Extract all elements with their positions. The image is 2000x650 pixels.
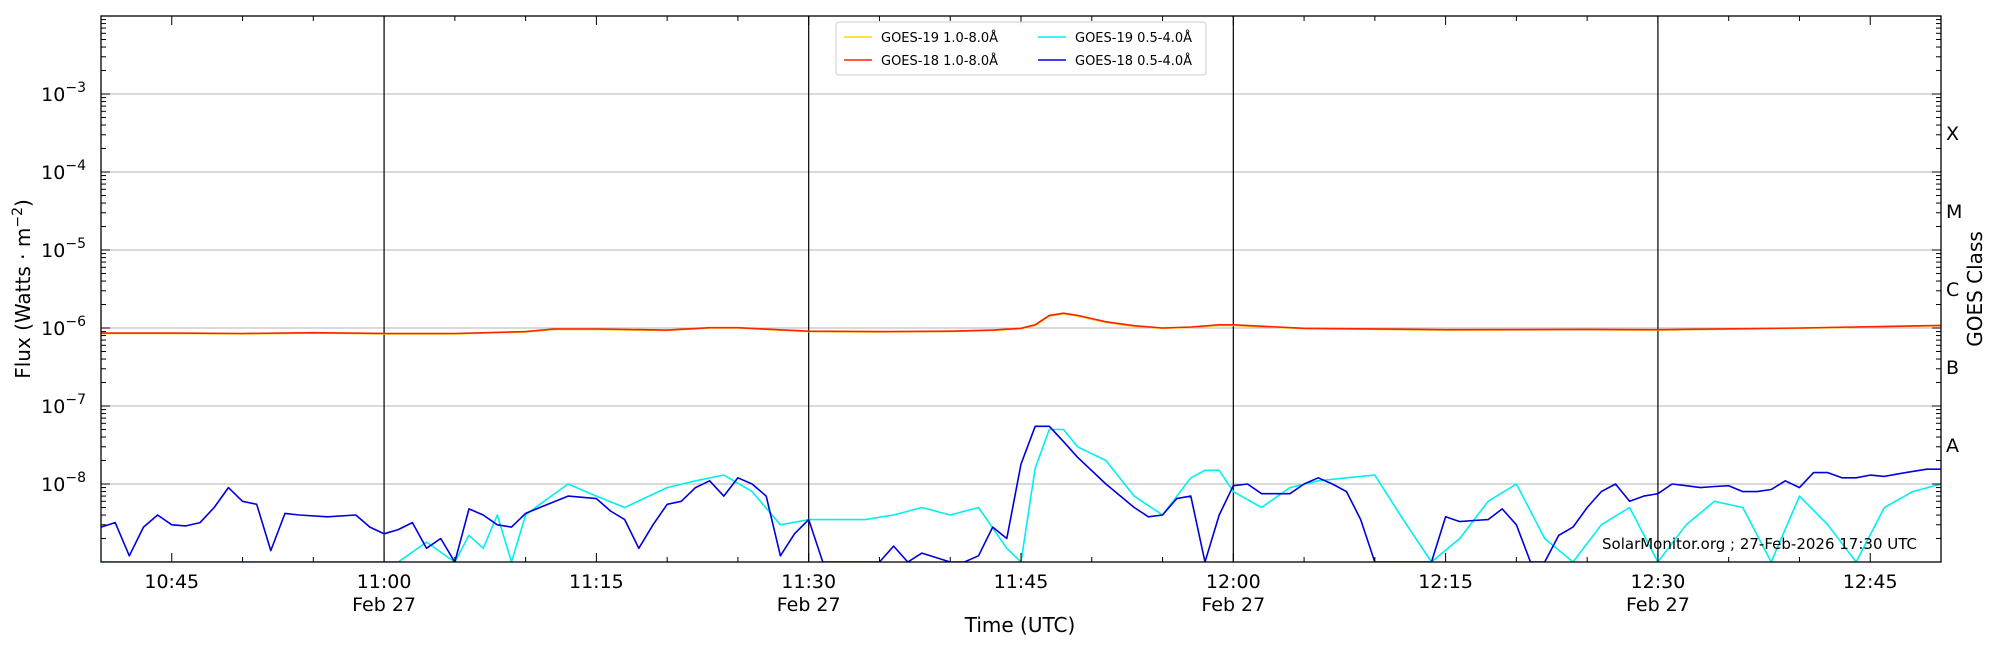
series-line-0: [101, 312, 1941, 335]
x-tick-label: 12:45: [1843, 571, 1898, 593]
y-tick-label: 10−8: [41, 470, 86, 496]
y-axis-title: Flux (Watts · m−2): [10, 199, 35, 379]
x-tick-label: 11:15: [569, 571, 624, 593]
legend: GOES-19 1.0-8.0Å GOES-18 1.0-8.0Å GOES-19 …: [835, 21, 1207, 76]
x-tick-label: 11:00: [357, 571, 412, 593]
x-tick-date-label: Feb 27: [1626, 594, 1690, 616]
goes-class-label: B: [1946, 357, 1959, 379]
goes-class-label: X: [1946, 123, 1959, 145]
goes-class-label: A: [1946, 435, 1959, 457]
y-tick-label: 10−7: [41, 392, 86, 418]
x-axis-title: Time (UTC): [964, 613, 1076, 637]
y-tick-label: 10−5: [41, 236, 86, 262]
plot-frame: [100, 15, 1942, 563]
x-tick-label: 10:45: [144, 571, 199, 593]
grid-lines: [101, 93, 1941, 485]
series-line-1: [101, 312, 1941, 335]
legend-label: GOES-18 1.0-8.0Å: [881, 53, 998, 69]
right-axis-title: GOES Class: [1963, 231, 1987, 347]
x-tick-label: 12:00: [1206, 571, 1261, 593]
axis-ticks: [100, 16, 1942, 563]
y-tick-label: 10−3: [41, 80, 86, 106]
series-line-2: [101, 428, 1941, 562]
series-line-3: [101, 425, 1941, 562]
legend-frame: [835, 21, 1207, 76]
legend-label: GOES-19 0.5-4.0Å: [1075, 30, 1192, 46]
legend-label: GOES-19 1.0-8.0Å: [881, 30, 998, 46]
x-tick-label: 12:15: [1418, 571, 1473, 593]
data-series: [101, 312, 1941, 562]
y-tick-label: 10−6: [41, 314, 86, 340]
credit-annotation: SolarMonitor.org ; 27-Feb-2026 17:30 UTC: [1602, 535, 1917, 553]
legend-label: GOES-18 0.5-4.0Å: [1075, 53, 1192, 69]
goes-class-label: M: [1946, 201, 1962, 223]
x-tick-date-label: Feb 27: [352, 594, 416, 616]
x-tick-label: 11:45: [994, 571, 1049, 593]
x-tick-label: 12:30: [1631, 571, 1686, 593]
day-separators: [383, 16, 1659, 562]
x-tick-date-label: Feb 27: [1201, 594, 1265, 616]
goes-class-label: C: [1946, 279, 1959, 301]
x-tick-label: 11:30: [781, 571, 836, 593]
x-tick-date-label: Feb 27: [777, 594, 841, 616]
y-tick-label: 10−4: [41, 158, 86, 184]
